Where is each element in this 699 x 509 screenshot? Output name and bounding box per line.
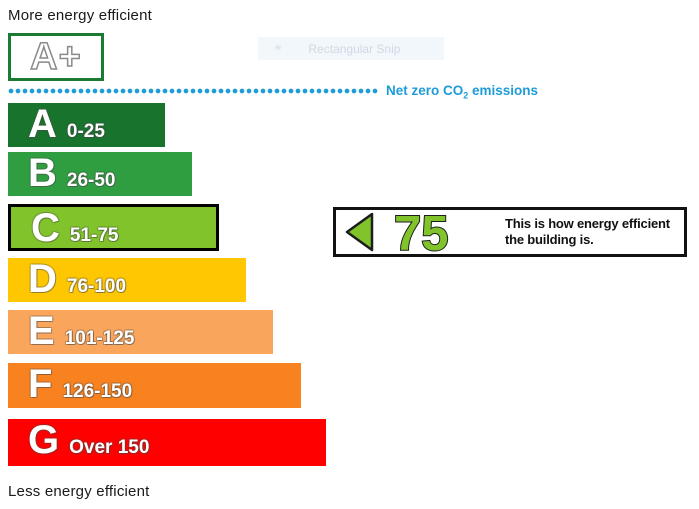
a-plus-label: A+ <box>29 36 82 78</box>
rating-value: 75 <box>394 210 449 254</box>
rating-description-line2: the building is. <box>505 232 594 247</box>
band-range: 0-25 <box>66 121 105 142</box>
band-range: 26-50 <box>66 170 116 191</box>
band-range: 101-125 <box>64 328 135 349</box>
net-zero-label: Net zero CO2 emissions <box>386 83 538 101</box>
band-d: D 76-100 <box>8 258 246 302</box>
band-letter: B <box>28 151 57 195</box>
less-efficient-label: Less energy efficient <box>8 483 150 500</box>
net-zero-subscript: 2 <box>463 90 469 101</box>
current-rating-indicator: 75 This is how energy efficient the buil… <box>333 207 687 257</box>
snip-icon: ✳ <box>274 43 283 54</box>
band-f: F 126-150 <box>8 363 301 408</box>
net-zero-text: Net zero CO <box>386 83 464 98</box>
band-letter: C <box>31 206 60 250</box>
a-plus-band: A+ <box>8 33 104 81</box>
band-letter: D <box>28 257 57 301</box>
snip-toolbar-ghost: ✳ Rectangular Snip <box>258 37 444 60</box>
band-letter: F <box>28 362 53 406</box>
band-e: E 101-125 <box>8 310 273 354</box>
band-letter: E <box>28 309 55 353</box>
band-g: G Over 150 <box>8 419 326 466</box>
more-efficient-label: More energy efficient <box>8 7 152 24</box>
band-a: A 0-25 <box>8 103 165 147</box>
band-range: Over 150 <box>69 437 150 458</box>
snip-label: Rectangular Snip <box>308 41 401 56</box>
left-arrow-icon <box>345 212 374 252</box>
band-range: 51-75 <box>69 225 119 246</box>
net-zero-tail: emissions <box>468 83 539 98</box>
rating-arrow-and-value: 75 <box>345 210 450 254</box>
band-letter: A <box>28 102 57 146</box>
band-c-selected: C 51-75 <box>8 204 219 251</box>
rating-description: This is how energy efficient the buildin… <box>505 216 670 248</box>
band-range: 76-100 <box>66 276 127 297</box>
net-zero-dotted-line <box>8 88 379 94</box>
rating-description-line1: This is how energy efficient <box>505 216 670 231</box>
band-range: 126-150 <box>62 381 133 402</box>
band-b: B 26-50 <box>8 152 192 196</box>
band-letter: G <box>28 418 60 462</box>
